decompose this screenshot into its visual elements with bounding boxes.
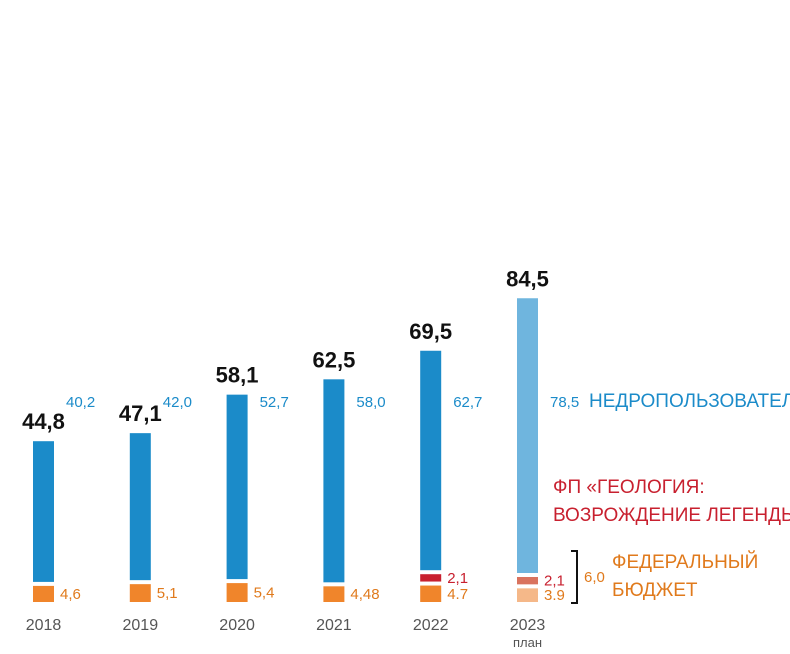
total-2018: 44,8 [22,409,65,434]
bar-subsoil-2021 [323,379,345,583]
legend-federal-line1: ФЕДЕРАЛЬНЫЙ [612,551,758,573]
bar-federal-2022 [420,585,442,602]
label-federal-2022: 4.7 [447,586,468,603]
label-subsoil-2018: 40,2 [66,394,95,411]
total-2020: 58,1 [216,363,259,388]
total-2022: 69,5 [409,319,452,344]
label-subsoil-2023: 78,5 [550,394,579,411]
year-label-2020: 2020 [219,617,255,634]
label-federal-2023: 3.9 [544,587,565,604]
year-label-2019: 2019 [123,617,159,634]
label-subsoil-2021: 58,0 [356,394,385,411]
bar-subsoil-2022 [420,350,442,571]
label-geology-2023: 2,1 [544,573,565,590]
total-2023: 84,5 [506,266,549,291]
total-labels-layer: 44,8 47,1 58,1 62,5 69,5 84,5 [22,266,549,434]
bar-federal-2020 [226,583,248,602]
label-subsoil-2022: 62,7 [453,394,482,411]
label-geology-2022: 2,1 [447,570,468,587]
year-label-2018: 2018 [26,617,62,634]
year-sublabel-2023: план [513,635,542,650]
year-label-2021: 2021 [316,617,352,634]
bar-subsoil-2020 [226,394,248,580]
label-federal-2018: 4,6 [60,586,81,603]
legend-geology-line1: ФП «ГЕОЛОГИЯ: [553,477,705,498]
label-federal-2021: 4,48 [350,586,379,603]
segment-labels-layer: 4,640,25,142,05,452,74,4858,04.72,162,73… [60,394,579,604]
bracket-label: 6,0 [584,569,605,586]
bar-federal-2019 [129,584,151,602]
bar-geology-2023 [517,577,538,585]
bar-federal-2023 [517,588,538,602]
bar-subsoil-2018 [33,441,54,582]
total-2019: 47,1 [119,401,162,426]
bracket [571,550,578,604]
bar-federal-2018 [33,585,54,602]
total-2021: 62,5 [312,347,355,372]
bar-geology-2022 [420,574,442,582]
bar-subsoil-2019 [129,433,151,581]
year-label-2023: 2023 [510,617,546,634]
label-federal-2020: 5,4 [254,585,275,602]
legend-federal-line2: БЮДЖЕТ [612,580,698,601]
label-subsoil-2020: 52,7 [260,394,289,411]
label-federal-2019: 5,1 [157,585,178,602]
bar-subsoil-2023 [517,298,538,573]
legend-subsoil: НЕДРОПОЛЬЗОВАТЕЛИ [589,391,790,412]
bar-federal-2021 [323,586,345,602]
legend-geology-line2: ВОЗРОЖДЕНИЕ ЛЕГЕНДЫ» [553,505,790,526]
bars-layer [33,298,538,602]
year-label-2022: 2022 [413,617,449,634]
label-subsoil-2019: 42,0 [163,394,192,411]
